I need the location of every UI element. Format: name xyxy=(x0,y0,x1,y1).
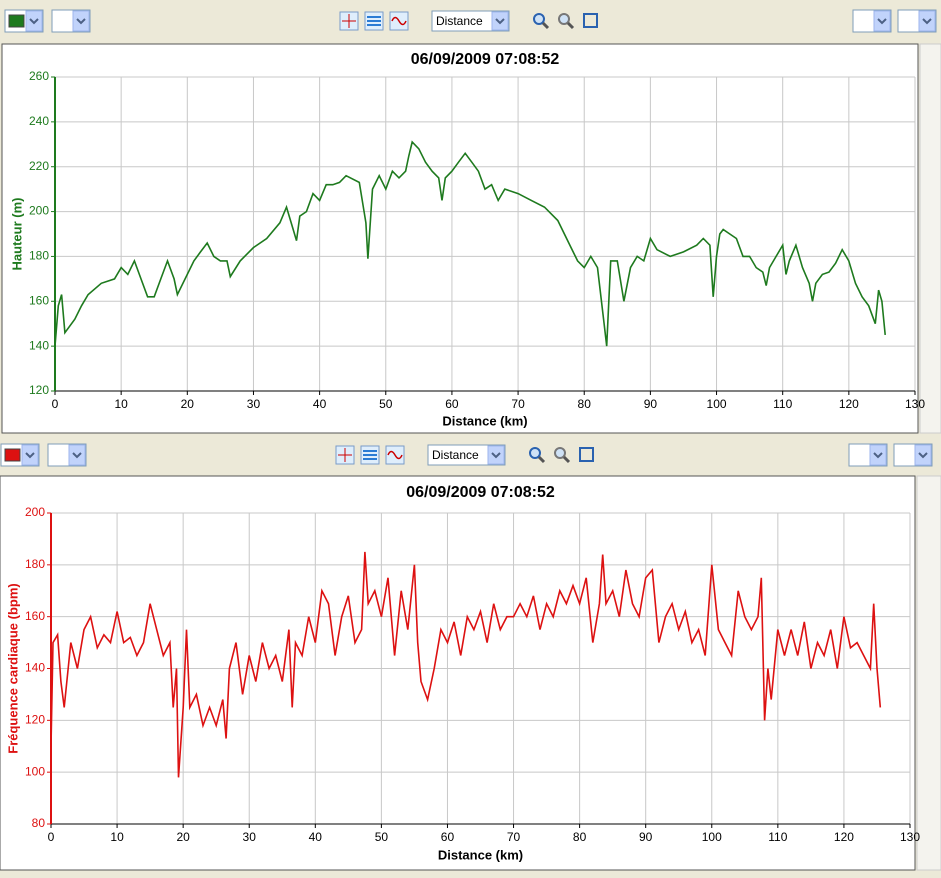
y-tick-label: 220 xyxy=(29,159,49,173)
x-tick-label: 60 xyxy=(441,830,455,844)
y-tick-label: 120 xyxy=(29,383,49,397)
data-line xyxy=(54,140,886,347)
zoom-in-button[interactable] xyxy=(533,13,545,25)
x-tick-label: 50 xyxy=(375,830,389,844)
dropdown-arrow xyxy=(491,452,501,459)
x-tick-label: 110 xyxy=(768,830,787,844)
x-mode-dropdown[interactable] xyxy=(427,444,506,466)
dropdown-button[interactable] xyxy=(869,444,887,466)
x-tick-label: 100 xyxy=(707,397,727,411)
y-axis-label: Fréquence cardiaque (bpm) xyxy=(5,583,20,753)
dropdown-arrow xyxy=(918,452,928,459)
smooth-icon xyxy=(391,16,407,26)
x-axis-label: Distance (km) xyxy=(442,413,527,428)
scrollbar xyxy=(916,475,941,871)
dropdown-button[interactable] xyxy=(918,10,936,32)
dropdown-arrow xyxy=(25,452,35,459)
y-tick-label: 140 xyxy=(29,338,49,352)
zoom-in-button[interactable] xyxy=(529,447,541,459)
color-swatch xyxy=(4,448,21,462)
x-mode-dropdown[interactable] xyxy=(431,10,510,32)
x-tick-label: 100 xyxy=(702,830,722,844)
x-tick-label: 40 xyxy=(313,397,327,411)
y-tick-label: 140 xyxy=(25,661,45,675)
x-tick-label: 130 xyxy=(900,830,920,844)
dropdown-arrow xyxy=(72,452,82,459)
dropdown-button[interactable] xyxy=(873,10,891,32)
dropdown-button[interactable] xyxy=(914,444,932,466)
zoom-fit-button[interactable] xyxy=(579,447,594,462)
x-tick-label: 110 xyxy=(773,397,792,411)
dropdown-arrow xyxy=(873,452,883,459)
x-tick-label: 120 xyxy=(839,397,859,411)
zoom-handle xyxy=(566,21,575,30)
x-tick-label: 130 xyxy=(905,397,925,411)
dropdown-arrow xyxy=(495,18,505,25)
y-tick-label: 200 xyxy=(25,505,45,519)
chart-title: 06/09/2009 07:08:52 xyxy=(406,484,555,501)
x-tick-label: 60 xyxy=(445,397,459,411)
grid-icon xyxy=(363,450,377,460)
y-tick-label: 200 xyxy=(29,204,49,218)
x-tick-label: 80 xyxy=(573,830,587,844)
x-tick-label: 90 xyxy=(639,830,653,844)
y-tick-label: 180 xyxy=(29,249,49,263)
dropdown-button[interactable] xyxy=(487,445,505,465)
chart-frame xyxy=(1,43,919,434)
x-tick-label: 30 xyxy=(247,397,261,411)
y-tick-label: 120 xyxy=(25,713,45,727)
chart-frame xyxy=(0,475,916,871)
dropdown-arrow xyxy=(76,18,86,25)
x-tick-label: 0 xyxy=(48,830,55,844)
zoom-out-button[interactable] xyxy=(558,13,570,25)
y-tick-label: 100 xyxy=(25,764,45,778)
x-tick-label: 90 xyxy=(644,397,658,411)
y-tick-label: 160 xyxy=(25,609,45,623)
x-mode-value: Distance xyxy=(436,14,483,28)
x-tick-label: 120 xyxy=(834,830,854,844)
zoom-handle xyxy=(541,21,550,30)
scrollbar xyxy=(919,43,941,434)
x-tick-label: 20 xyxy=(181,397,195,411)
x-tick-label: 50 xyxy=(379,397,393,411)
dropdown-button[interactable] xyxy=(491,11,509,31)
y-tick-label: 80 xyxy=(32,816,46,830)
dropdown-button[interactable] xyxy=(72,10,90,32)
x-tick-label: 0 xyxy=(52,397,59,411)
x-axis-label: Distance (km) xyxy=(438,847,523,862)
crosshair-icon xyxy=(342,14,356,28)
grid-icon xyxy=(367,16,381,26)
color-swatch xyxy=(8,14,25,28)
dropdown-button[interactable] xyxy=(68,444,86,466)
x-tick-label: 70 xyxy=(507,830,521,844)
zoom-handle xyxy=(562,455,571,464)
dropdown-arrow xyxy=(922,18,932,25)
x-tick-label: 10 xyxy=(110,830,124,844)
x-tick-label: 80 xyxy=(578,397,592,411)
dropdown-button[interactable] xyxy=(25,10,43,32)
zoom-fit-button[interactable] xyxy=(583,13,598,28)
x-tick-label: 20 xyxy=(176,830,190,844)
dropdown-arrow xyxy=(877,18,887,25)
smooth-icon xyxy=(387,450,403,460)
dropdown-button[interactable] xyxy=(21,444,39,466)
y-tick-label: 240 xyxy=(29,114,49,128)
zoom-out-button[interactable] xyxy=(554,447,566,459)
x-tick-label: 10 xyxy=(114,397,128,411)
y-tick-label: 260 xyxy=(29,69,49,83)
crosshair-icon xyxy=(338,448,352,462)
dropdown-arrow xyxy=(29,18,39,25)
x-mode-value: Distance xyxy=(432,448,479,462)
y-axis-label: Hauteur (m) xyxy=(9,198,24,271)
x-tick-label: 30 xyxy=(243,830,257,844)
chart-title: 06/09/2009 07:08:52 xyxy=(411,51,560,68)
y-tick-label: 160 xyxy=(29,293,49,307)
x-tick-label: 70 xyxy=(511,397,525,411)
y-tick-label: 180 xyxy=(25,557,45,571)
x-tick-label: 40 xyxy=(309,830,323,844)
data-line xyxy=(50,551,882,778)
zoom-handle xyxy=(537,455,546,464)
